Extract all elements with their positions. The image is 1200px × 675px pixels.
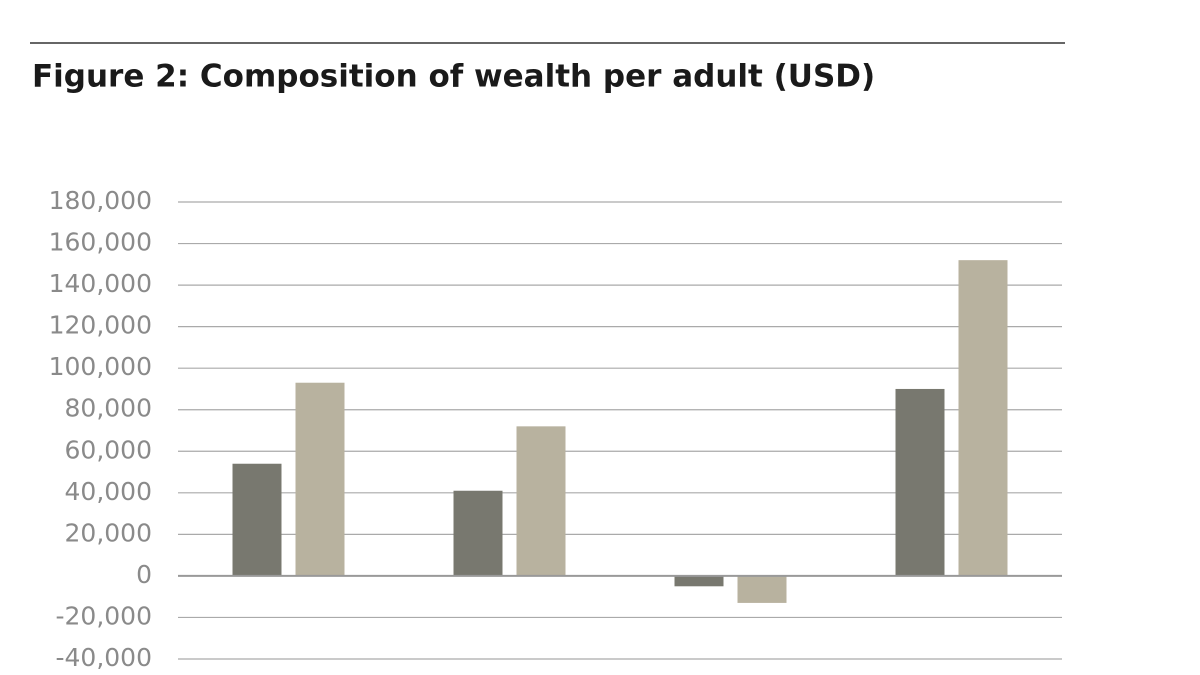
y-tick-label: 40,000 [65, 477, 152, 506]
y-tick-label: 60,000 [65, 435, 152, 464]
y-tick-label: 160,000 [49, 228, 152, 257]
chart-title: Figure 2: Composition of wealth per adul… [32, 59, 875, 95]
y-tick-label: 120,000 [49, 311, 152, 340]
bar [895, 388, 945, 576]
y-tick-label: 100,000 [49, 352, 152, 381]
y-tick-label: 180,000 [49, 186, 152, 215]
bar [737, 575, 787, 603]
bar [516, 426, 566, 576]
bar [958, 260, 1008, 576]
bar [232, 463, 282, 576]
y-tick-label: 0 [136, 560, 152, 589]
y-tick-label: 20,000 [65, 518, 152, 547]
y-tick-label: 80,000 [65, 394, 152, 423]
y-tick-label: -40,000 [56, 643, 153, 672]
bar [453, 490, 503, 576]
y-tick-label: -20,000 [56, 601, 153, 630]
y-tick-label: 140,000 [49, 269, 152, 298]
bar [674, 575, 724, 587]
bar [295, 382, 345, 576]
